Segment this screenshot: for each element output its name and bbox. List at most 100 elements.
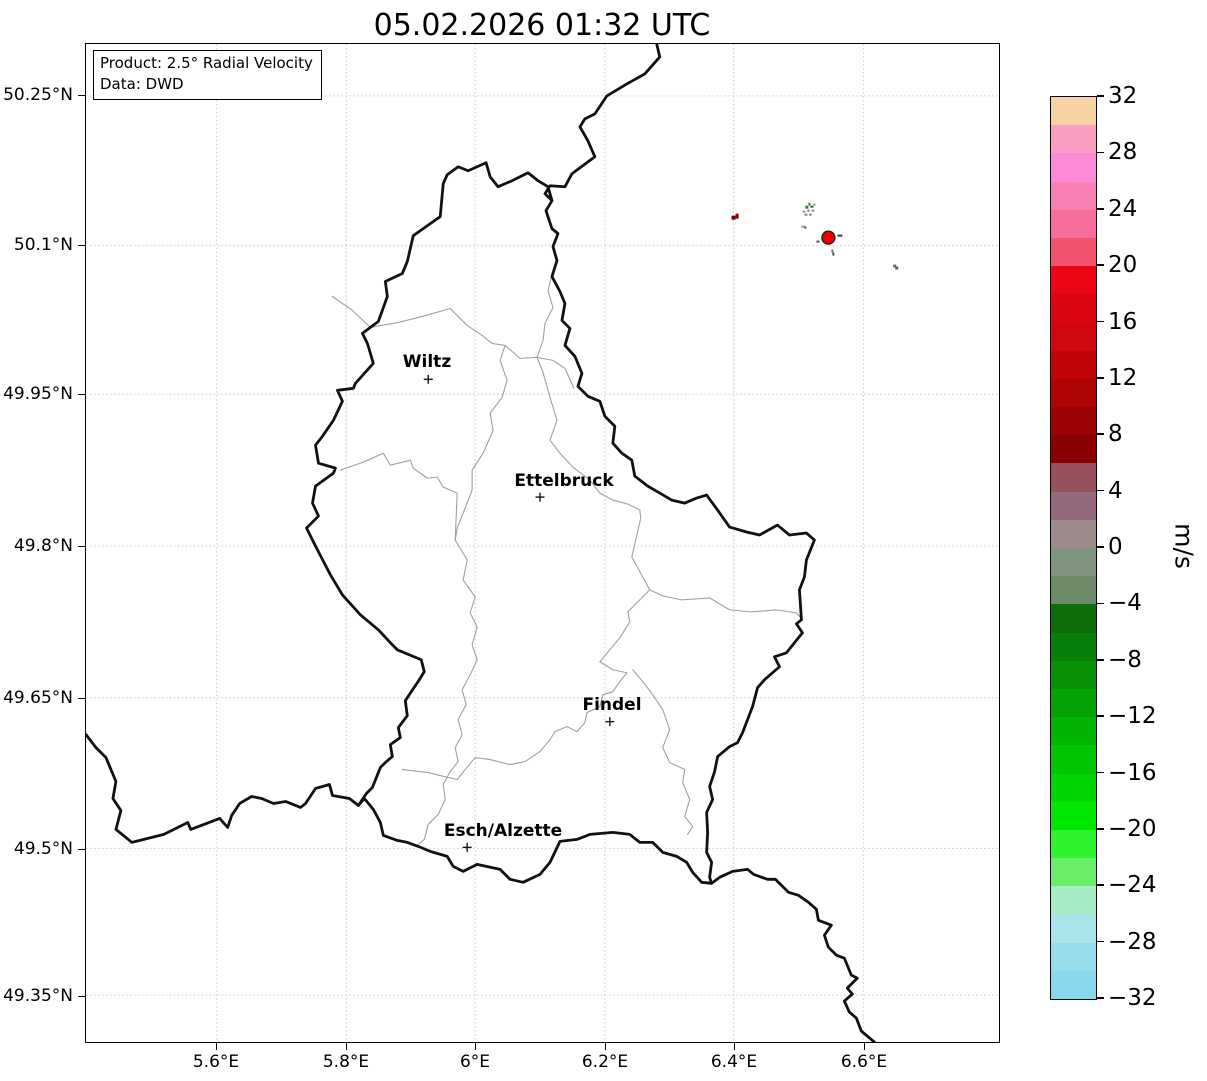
colorbar-segment: [1051, 519, 1096, 548]
canton-border-line: [331, 295, 575, 389]
colorbar-tick-label: −28: [1108, 928, 1157, 955]
colorbar-segment: [1051, 660, 1096, 689]
colorbar-tick: [1096, 658, 1104, 661]
colorbar-tick-label: 20: [1108, 252, 1138, 279]
colorbar-tick-label: 32: [1108, 83, 1138, 109]
country-border-line: [543, 44, 662, 203]
canton-border-line: [632, 669, 694, 835]
colorbar-segment: [1051, 773, 1096, 802]
radar-echo-pixel: [804, 226, 807, 229]
colorbar-segment: [1051, 632, 1096, 661]
y-axis-tick: [78, 849, 85, 851]
country-border-line: [305, 161, 816, 885]
x-axis-tick-label: 6.2°E: [581, 1052, 629, 1072]
radar-echo-pixel: [801, 225, 806, 228]
colorbar-tick-label: −12: [1108, 703, 1157, 730]
colorbar-segment: [1051, 491, 1096, 520]
colorbar-segment: [1051, 125, 1096, 154]
colorbar-tick: [1096, 997, 1104, 999]
canton-border-line: [339, 452, 458, 541]
colorbar: [1050, 96, 1097, 1000]
colorbar-tick: [1096, 940, 1104, 943]
product-info-box: Product: 2.5° Radial Velocity Data: DWD: [93, 50, 322, 100]
y-axis-tick: [78, 546, 85, 548]
radar-echo-pixel: [816, 240, 820, 243]
city-label: Wiltz: [402, 352, 452, 372]
colorbar-tick-label: 8: [1108, 421, 1123, 448]
x-axis-tick: [346, 1043, 348, 1050]
colorbar-tick-label: 24: [1108, 195, 1138, 222]
colorbar-segment: [1051, 970, 1096, 999]
colorbar-tick: [1096, 546, 1104, 548]
colorbar-tick: [1096, 377, 1104, 379]
colorbar-segment: [1051, 294, 1096, 323]
colorbar-tick: [1096, 771, 1104, 774]
colorbar-segment: [1051, 717, 1096, 746]
city-label: Findel: [582, 695, 642, 715]
y-axis-tick: [78, 245, 85, 247]
radar-echo-pixel: [893, 264, 897, 268]
y-axis-tick: [78, 996, 85, 998]
colorbar-tick: [1096, 95, 1104, 97]
colorbar-tick-label: 16: [1108, 308, 1138, 335]
y-axis-tick: [78, 394, 85, 396]
y-axis-tick-label: 50.25°N: [3, 85, 73, 105]
colorbar-segment: [1051, 407, 1096, 436]
radar-echo-pixel: [808, 202, 811, 206]
colorbar-tick-label: −24: [1108, 872, 1157, 899]
colorbar-tick: [1096, 884, 1104, 887]
y-axis-tick-label: 49.35°N: [3, 986, 73, 1006]
x-axis-tick: [864, 1043, 866, 1050]
product-info-line2: Data: DWD: [100, 75, 184, 94]
colorbar-segment: [1051, 829, 1096, 859]
y-axis-tick-label: 49.5°N: [13, 839, 73, 859]
colorbar-segment: [1051, 942, 1096, 971]
radar-echo-pixel: [735, 213, 739, 219]
colorbar-segment: [1051, 209, 1096, 238]
radar-echo-pixel: [813, 203, 816, 206]
map-plot: Product: 2.5° Radial Velocity Data: DWD …: [85, 43, 1000, 1043]
colorbar-segment: [1051, 914, 1096, 943]
colorbar-tick: [1096, 320, 1104, 323]
x-axis-tick-label: 5.8°E: [322, 1052, 370, 1072]
colorbar-segment: [1051, 97, 1096, 126]
colorbar-tick-label: −8: [1108, 646, 1142, 673]
colorbar-segment: [1051, 576, 1096, 605]
y-axis-tick-label: 49.95°N: [3, 384, 73, 404]
radar-echo-pixel: [804, 213, 808, 216]
x-axis-tick-label: 6.4°E: [710, 1052, 758, 1072]
colorbar-tick: [1096, 602, 1104, 605]
colorbar-tick-label: −4: [1108, 590, 1142, 617]
colorbar-tick: [1096, 264, 1104, 266]
x-axis-tick: [475, 1043, 477, 1050]
colorbar-unit-label: m/s: [1169, 523, 1199, 569]
radar-echo-pixel: [831, 249, 834, 253]
radar-echo-pixel: [802, 210, 806, 213]
colorbar-tick-label: 28: [1108, 139, 1138, 166]
x-axis-tick-label: 5.6°E: [192, 1052, 240, 1072]
x-axis-tick-label: 6°E: [459, 1052, 491, 1072]
colorbar-tick: [1096, 489, 1104, 492]
y-axis-tick-label: 50.1°N: [13, 235, 73, 255]
x-axis-tick-label: 6.6°E: [840, 1052, 888, 1072]
colorbar-tick-label: −20: [1108, 815, 1157, 842]
colorbar-tick: [1096, 828, 1104, 830]
y-axis-tick: [78, 698, 85, 700]
figure-title: 05.02.2026 01:32 UTC: [373, 8, 711, 43]
product-info-line1: Product: 2.5° Radial Velocity: [100, 54, 313, 72]
y-axis-tick-label: 49.8°N: [13, 536, 73, 556]
colorbar-tick: [1096, 207, 1104, 210]
city-label: Ettelbruck: [514, 471, 614, 491]
radar-echo-pixel: [731, 215, 736, 220]
y-axis-tick: [78, 95, 85, 97]
radar-echo-pixel: [809, 213, 812, 216]
colorbar-segment: [1051, 688, 1096, 718]
colorbar-segment: [1051, 463, 1096, 492]
canton-border-line: [536, 356, 803, 621]
city-label: Esch/Alzette: [443, 821, 563, 841]
colorbar-segment: [1051, 153, 1096, 182]
colorbar-tick: [1096, 715, 1104, 717]
canton-border-line: [401, 589, 651, 781]
colorbar-segment: [1051, 237, 1096, 267]
